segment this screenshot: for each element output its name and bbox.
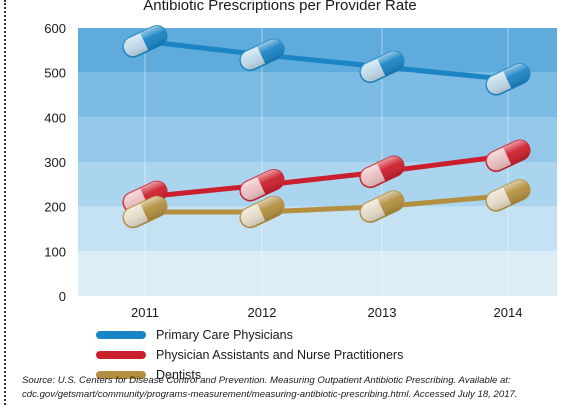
data-point: [485, 63, 531, 96]
series-line: [142, 193, 511, 215]
legend-item-primary-care: Primary Care Physicians: [96, 325, 403, 345]
y-tick-label: 400: [44, 110, 66, 125]
plot-band: [78, 251, 557, 296]
legend-label-primary-care: Primary Care Physicians: [156, 328, 293, 342]
capsule-shine: [123, 25, 167, 57]
source-line-1: Source: U.S. Centers for Disease Control…: [22, 375, 511, 386]
chart-title: Antibiotic Prescriptions per Provider Ra…: [143, 0, 417, 14]
capsule-shine: [240, 196, 284, 228]
capsule-shine: [486, 140, 530, 172]
plot-band: [78, 117, 557, 162]
legend-label-pa-np: Physician Assistants and Nurse Practitio…: [156, 348, 404, 362]
series-line: [142, 38, 511, 82]
data-point: [359, 50, 405, 84]
legend-swatch-dentists: [96, 371, 146, 379]
data-point: [359, 190, 405, 223]
capsule-shine: [360, 51, 404, 83]
capsule-shine: [123, 181, 167, 213]
legend-swatch-pa-np: [96, 351, 146, 359]
left-dotted-rule: [4, 0, 6, 405]
plot-band: [78, 72, 557, 118]
legend-swatch-primary-care: [96, 331, 146, 339]
x-tick-label: 2013: [368, 305, 397, 320]
capsule-shine: [486, 63, 530, 95]
data-point: [485, 139, 531, 172]
source-note: Source: U.S. Centers for Disease Control…: [22, 374, 578, 402]
capsule-shine: [240, 39, 284, 71]
x-tick-label: 2014: [494, 305, 523, 320]
capsule-shine: [240, 169, 284, 201]
legend: Primary Care Physicians Physician Assist…: [96, 325, 403, 385]
y-tick-label: 100: [44, 244, 66, 259]
capsule-shine: [486, 180, 530, 211]
y-tick-label: 500: [44, 66, 66, 81]
legend-item-pa-np: Physician Assistants and Nurse Practitio…: [96, 345, 403, 365]
data-point: [239, 38, 285, 72]
x-tick-label: 2011: [131, 305, 159, 320]
y-tick-label: 200: [44, 200, 66, 215]
capsule-shine: [123, 196, 167, 228]
y-tick-label: 0: [59, 289, 66, 304]
capsule-shine: [360, 191, 404, 223]
legend-label-dentists: Dentists: [156, 368, 202, 382]
data-point: [122, 25, 168, 58]
data-point: [239, 169, 285, 202]
source-line-2: cdc.gov/getsmart/community/programs-meas…: [22, 389, 518, 400]
data-point: [239, 195, 285, 229]
legend-item-dentists: Dentists: [96, 365, 403, 385]
y-tick-label: 600: [44, 21, 66, 36]
capsule-shine: [360, 156, 404, 188]
y-tick-label: 300: [44, 155, 66, 170]
data-point: [485, 179, 531, 212]
x-tick-label: 2012: [248, 305, 277, 320]
series-line: [142, 153, 511, 200]
data-point: [122, 195, 168, 229]
data-point: [359, 155, 405, 189]
